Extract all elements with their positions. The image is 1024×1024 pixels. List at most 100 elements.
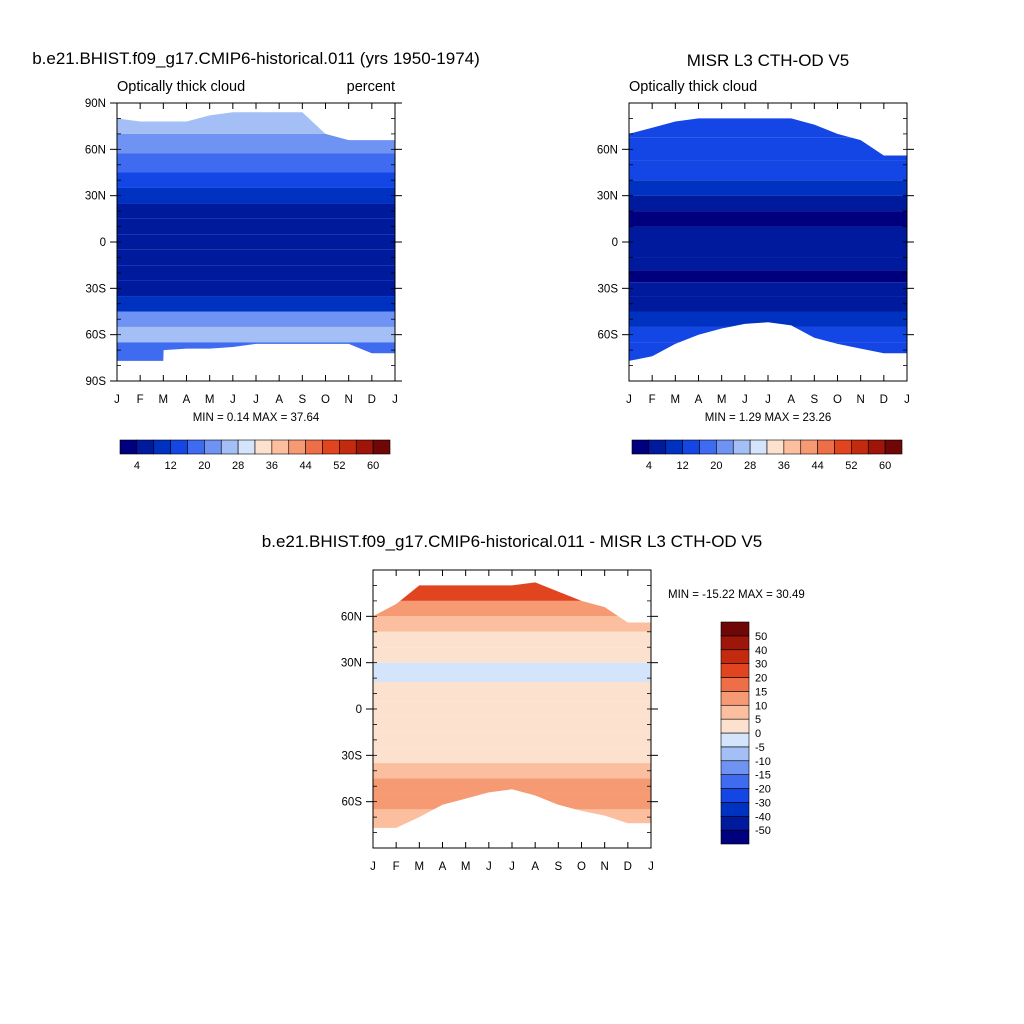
lat-band-model [117,153,395,173]
x-tick-label: N [857,394,865,406]
colorbar-swatch [648,439,667,455]
lat-band-difference [373,647,651,663]
x-tick-label: A [183,394,191,406]
panel-obs-left-string: Optically thick cloud [629,79,757,95]
y-tick-label: 0 [612,237,618,249]
colorbar-swatch [187,439,205,455]
x-tick-label: A [695,394,703,406]
x-tick-label: F [393,861,400,873]
colorbar-label: -15 [755,770,771,782]
y-tick-label: 0 [100,237,106,249]
y-tick-label: 30S [598,283,619,295]
colorbar-swatch [720,718,750,734]
x-tick-label: J [370,861,376,873]
colorbar-label: 60 [367,460,379,472]
x-tick-label: M [159,394,169,406]
lat-band-obs [629,195,907,212]
y-tick-label: 90S [86,376,107,388]
x-tick-label: A [275,394,283,406]
x-tick-label: J [253,394,259,406]
lat-band-difference [373,778,651,794]
x-tick-label: J [392,394,398,406]
colorbar-swatch [720,760,750,775]
colorbar-swatch [732,439,751,455]
colorbar-swatch [720,663,750,678]
panel-obs-min-max: MIN = 1.29 MAX = 23.26 [705,412,832,424]
x-tick-label: J [904,394,910,406]
colorbar-swatch [720,732,750,748]
colorbar-swatch [631,439,650,455]
plot-difference: J F M A M J J A S O N D J 60N 30N 0 30S 60S [341,569,658,873]
colorbar-swatch [720,774,750,789]
colorbar-swatch [720,829,750,845]
colorbar-swatch [720,788,750,803]
colorbar-swatch [749,439,768,455]
y-tick-label: 30S [342,750,363,762]
colorbar-swatch [884,439,903,455]
colorbar-swatch [720,691,750,706]
colorbar-swatch [867,439,886,455]
colorbar-swatch [339,439,357,455]
colorbar-swatch [271,439,290,455]
x-tick-label: J [486,861,492,873]
colorbar-label: 20 [198,460,210,472]
x-tick-label: J [742,394,748,406]
lat-band-model [117,203,395,219]
colorbar-swatch [817,439,835,455]
colorbar-label: -30 [755,797,771,809]
y-tick-label: 90N [85,98,106,110]
colorbar-label: -40 [755,811,771,823]
y-tick-label: 60N [597,144,618,156]
panel-model-left-string: Optically thick cloud [117,79,245,95]
colorbar-label: 20 [755,673,767,685]
colorbar-label: 20 [710,460,722,472]
colorbar-swatch [851,439,869,455]
colorbar-label: 0 [755,728,761,740]
colorbar-swatch [204,439,222,455]
colorbar-label: 30 [755,659,767,671]
colorbar-label: 44 [300,460,312,472]
colorbar-swatch [288,439,306,455]
lat-band-obs [629,242,907,258]
lat-band-model [117,234,395,250]
x-tick-label: D [880,394,888,406]
y-tick-label: 60S [86,330,107,342]
colorbar-swatch [800,439,818,455]
x-tick-label: J [114,394,120,406]
colorbar-label: 15 [755,686,767,698]
panel-difference: b.e21.BHIST.f09_g17.CMIP6-historical.011… [262,532,805,873]
y-tick-label: 30N [85,191,106,203]
x-tick-label: O [321,394,330,406]
plot-model: J F M A M J J A S O N D J 90N 60N 30N 0 30S 60S 90S [85,98,402,406]
x-tick-label: D [624,861,632,873]
lat-band-difference [373,732,651,748]
lat-band-difference [373,662,651,682]
x-tick-label: S [554,861,562,873]
colorbar-obs: 4 12 20 28 36 44 52 60 [631,439,903,472]
y-tick-label: 60S [342,797,363,809]
colorbar-swatch [720,649,750,664]
colorbar-label: 60 [879,460,891,472]
colorbar-label: 12 [677,460,689,472]
colorbar-label: 5 [755,714,761,726]
colorbar-swatch [665,439,683,455]
lat-band-difference [373,600,651,617]
colorbar-swatch [119,439,138,455]
lat-band-difference [373,747,651,764]
colorbar-swatch [834,439,852,455]
lat-band-obs [629,296,907,312]
colorbar-label: -10 [755,756,771,768]
lat-band-obs [629,282,907,297]
y-tick-label: 60S [598,330,619,342]
lat-band-difference [373,763,651,779]
colorbar-swatch [720,621,750,637]
colorbar-label: -20 [755,784,771,796]
lat-band-obs [629,311,907,327]
x-tick-label: J [230,394,236,406]
x-tick-label: A [787,394,795,406]
colorbar-swatch [720,802,750,817]
y-tick-label: 0 [356,704,362,716]
lat-band-obs [629,226,907,242]
